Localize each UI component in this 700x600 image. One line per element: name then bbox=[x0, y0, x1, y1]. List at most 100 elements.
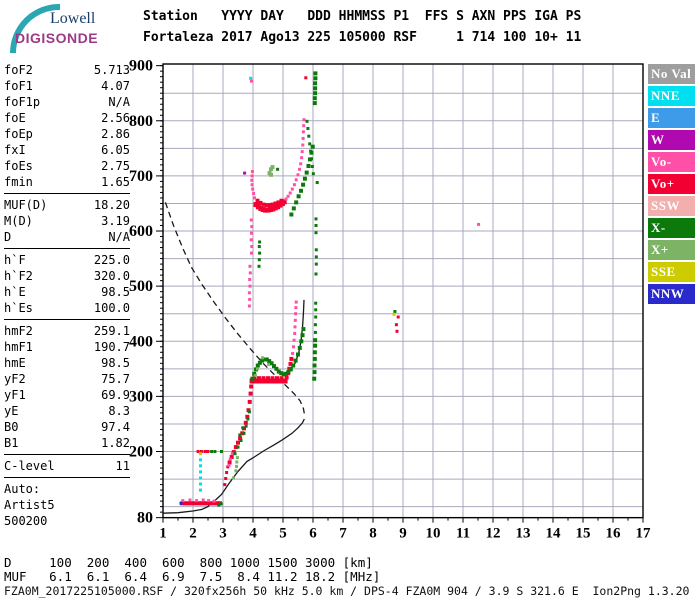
legend-item-no-val: No Val bbox=[648, 64, 695, 84]
echo-series-stray-purple bbox=[243, 171, 247, 175]
parameter-label: foF2 bbox=[4, 63, 33, 77]
echo-series-stray-yellow bbox=[392, 312, 396, 316]
echo-series-X-hump-light bbox=[253, 356, 271, 377]
parameter-row: h`E 98.5 bbox=[4, 284, 130, 300]
echo-series-stray-green bbox=[393, 310, 397, 313]
parameter-label: foF1 bbox=[4, 79, 33, 93]
echo-series-hop2-green-tail bbox=[257, 240, 262, 268]
parameter-value: 259.1 bbox=[93, 324, 130, 338]
parameter-value: N/A bbox=[108, 95, 130, 109]
parameter-label: h`E bbox=[4, 285, 26, 299]
echo-series-X-column bbox=[312, 338, 318, 381]
echo-series-hop2-light-green-blob bbox=[267, 165, 275, 177]
parameter-row: foEs 2.75 bbox=[4, 158, 130, 174]
echo-series-Es-trace bbox=[180, 501, 222, 506]
parameter-value: 5.713 bbox=[93, 63, 130, 77]
parameter-row: yF2 75.7 bbox=[4, 371, 130, 387]
logo-text-digisonde: DIGISONDE bbox=[15, 30, 99, 46]
parameter-label: M(D) bbox=[4, 214, 33, 228]
parameter-value: 75.7 bbox=[101, 372, 130, 386]
parameter-value: N/A bbox=[108, 230, 130, 244]
echo-series-X-upper-sparse bbox=[276, 167, 319, 276]
parameter-value: 100.0 bbox=[93, 301, 130, 315]
echo-series-X-low bbox=[233, 410, 251, 456]
echo-series-X-low-light bbox=[232, 456, 239, 480]
parameter-label: B1 bbox=[4, 436, 19, 450]
svg-text:12: 12 bbox=[486, 526, 501, 542]
parameter-label: Artist5 bbox=[4, 498, 55, 512]
svg-text:300: 300 bbox=[129, 388, 153, 405]
plot-axes bbox=[156, 63, 644, 523]
parameter-value: 18.20 bbox=[93, 198, 130, 212]
svg-text:400: 400 bbox=[129, 333, 153, 350]
parameter-row: h`F2 320.0 bbox=[4, 268, 130, 284]
parameter-label: MUF(D) bbox=[4, 198, 48, 212]
parameter-label: yF2 bbox=[4, 372, 26, 386]
echo-series-stray-cyan bbox=[249, 76, 253, 80]
parameter-row: foEp 2.86 bbox=[4, 126, 130, 142]
parameter-label: Auto: bbox=[4, 482, 41, 496]
echo-series-F-low-dashes bbox=[223, 465, 230, 487]
echo-series-hop2-U-red-upper bbox=[255, 198, 284, 208]
muf-distance-table: D 100 200 400 600 800 1000 1500 3000 [km… bbox=[4, 556, 380, 584]
parameter-row: 500200 bbox=[4, 513, 130, 529]
parameter-row: M(D) 3.19 bbox=[4, 213, 130, 229]
legend: No Val NNE E W Vo- Vo+ SSW X- X+ SSE NNW bbox=[648, 64, 696, 306]
svg-text:80: 80 bbox=[137, 510, 153, 527]
parameter-row: fmin 1.65 bbox=[4, 174, 130, 190]
echo-series-X-column-sparse bbox=[313, 301, 318, 334]
parameter-row: C-level 11 bbox=[4, 458, 130, 474]
echo-series-stray-pink bbox=[250, 79, 481, 226]
svg-text:14: 14 bbox=[546, 526, 562, 542]
parameter-group: foF2 5.713 foF1 4.07 foF1p N/A foE 2.56 foEp 2.86… bbox=[4, 62, 130, 194]
parameter-label: yF1 bbox=[4, 388, 26, 402]
svg-text:10: 10 bbox=[426, 526, 441, 542]
svg-text:3: 3 bbox=[219, 526, 227, 542]
parameter-label: hmF2 bbox=[4, 324, 33, 338]
parameter-value: 6.05 bbox=[101, 143, 130, 157]
parameter-label: fxI bbox=[4, 143, 26, 157]
echo-points bbox=[179, 71, 481, 507]
parameter-row: foE 2.56 bbox=[4, 110, 130, 126]
echo-series-F-bar bbox=[249, 378, 288, 384]
header-labels-row: Station YYYY DAY DDD HHMMSS P1 FFS S AXN… bbox=[143, 9, 582, 24]
parameter-group: hmF2 259.1 hmF1 190.7 hmE 98.5 yF2 75.7 yF1 69.9 y… bbox=[4, 323, 130, 455]
header-values-row: Fortaleza 2017 Ago13 225 105000 RSF 1 71… bbox=[143, 30, 582, 45]
plot-grid bbox=[163, 64, 643, 518]
parameter-group: h`F 225.0 h`F2 320.0 h`E 98.5 h`Es 100.0 bbox=[4, 252, 130, 320]
svg-text:1: 1 bbox=[159, 526, 167, 542]
parameter-value: 8.3 bbox=[108, 404, 130, 418]
parameter-value: 98.5 bbox=[101, 285, 130, 299]
echo-series-vertical-cyan-dots bbox=[199, 458, 202, 492]
svg-text:17: 17 bbox=[636, 526, 652, 542]
measurement-header: Station YYYY DAY DDD HHMMSS P1 FFS S AXN… bbox=[143, 6, 581, 48]
parameter-label: 500200 bbox=[4, 514, 48, 528]
parameter-row: h`Es 100.0 bbox=[4, 300, 130, 316]
legend-item-x-: X- bbox=[648, 218, 695, 238]
parameter-label: fmin bbox=[4, 175, 33, 189]
parameter-row: hmE 98.5 bbox=[4, 355, 130, 371]
parameter-row: B1 1.82 bbox=[4, 435, 130, 451]
parameter-row: yF1 69.9 bbox=[4, 387, 130, 403]
parameter-panel: foF2 5.713 foF1 4.07 foF1p N/A foE 2.56 foEp 2.86… bbox=[4, 62, 130, 535]
distance-row: D 100 200 400 600 800 1000 1500 3000 [km… bbox=[4, 555, 373, 570]
echo-series-hop2-right-pink bbox=[284, 118, 306, 201]
echo-series-F-bar-top bbox=[252, 376, 284, 381]
parameter-value: 190.7 bbox=[93, 340, 130, 354]
svg-text:15: 15 bbox=[576, 526, 591, 542]
parameter-row: foF1p N/A bbox=[4, 94, 130, 110]
parameter-row: Auto: bbox=[4, 481, 130, 497]
legend-item-nne: NNE bbox=[648, 86, 695, 106]
echo-series-X-hump bbox=[250, 327, 306, 381]
svg-text:900: 900 bbox=[129, 58, 153, 75]
parameter-label: h`Es bbox=[4, 301, 33, 315]
parameter-row: hmF1 190.7 bbox=[4, 339, 130, 355]
parameter-label: hmF1 bbox=[4, 340, 33, 354]
parameter-value: 4.07 bbox=[101, 79, 130, 93]
parameter-value: 98.5 bbox=[101, 356, 130, 370]
svg-text:5: 5 bbox=[279, 526, 287, 542]
parameter-label: C-level bbox=[4, 459, 55, 473]
parameter-row: foF2 5.713 bbox=[4, 62, 130, 78]
